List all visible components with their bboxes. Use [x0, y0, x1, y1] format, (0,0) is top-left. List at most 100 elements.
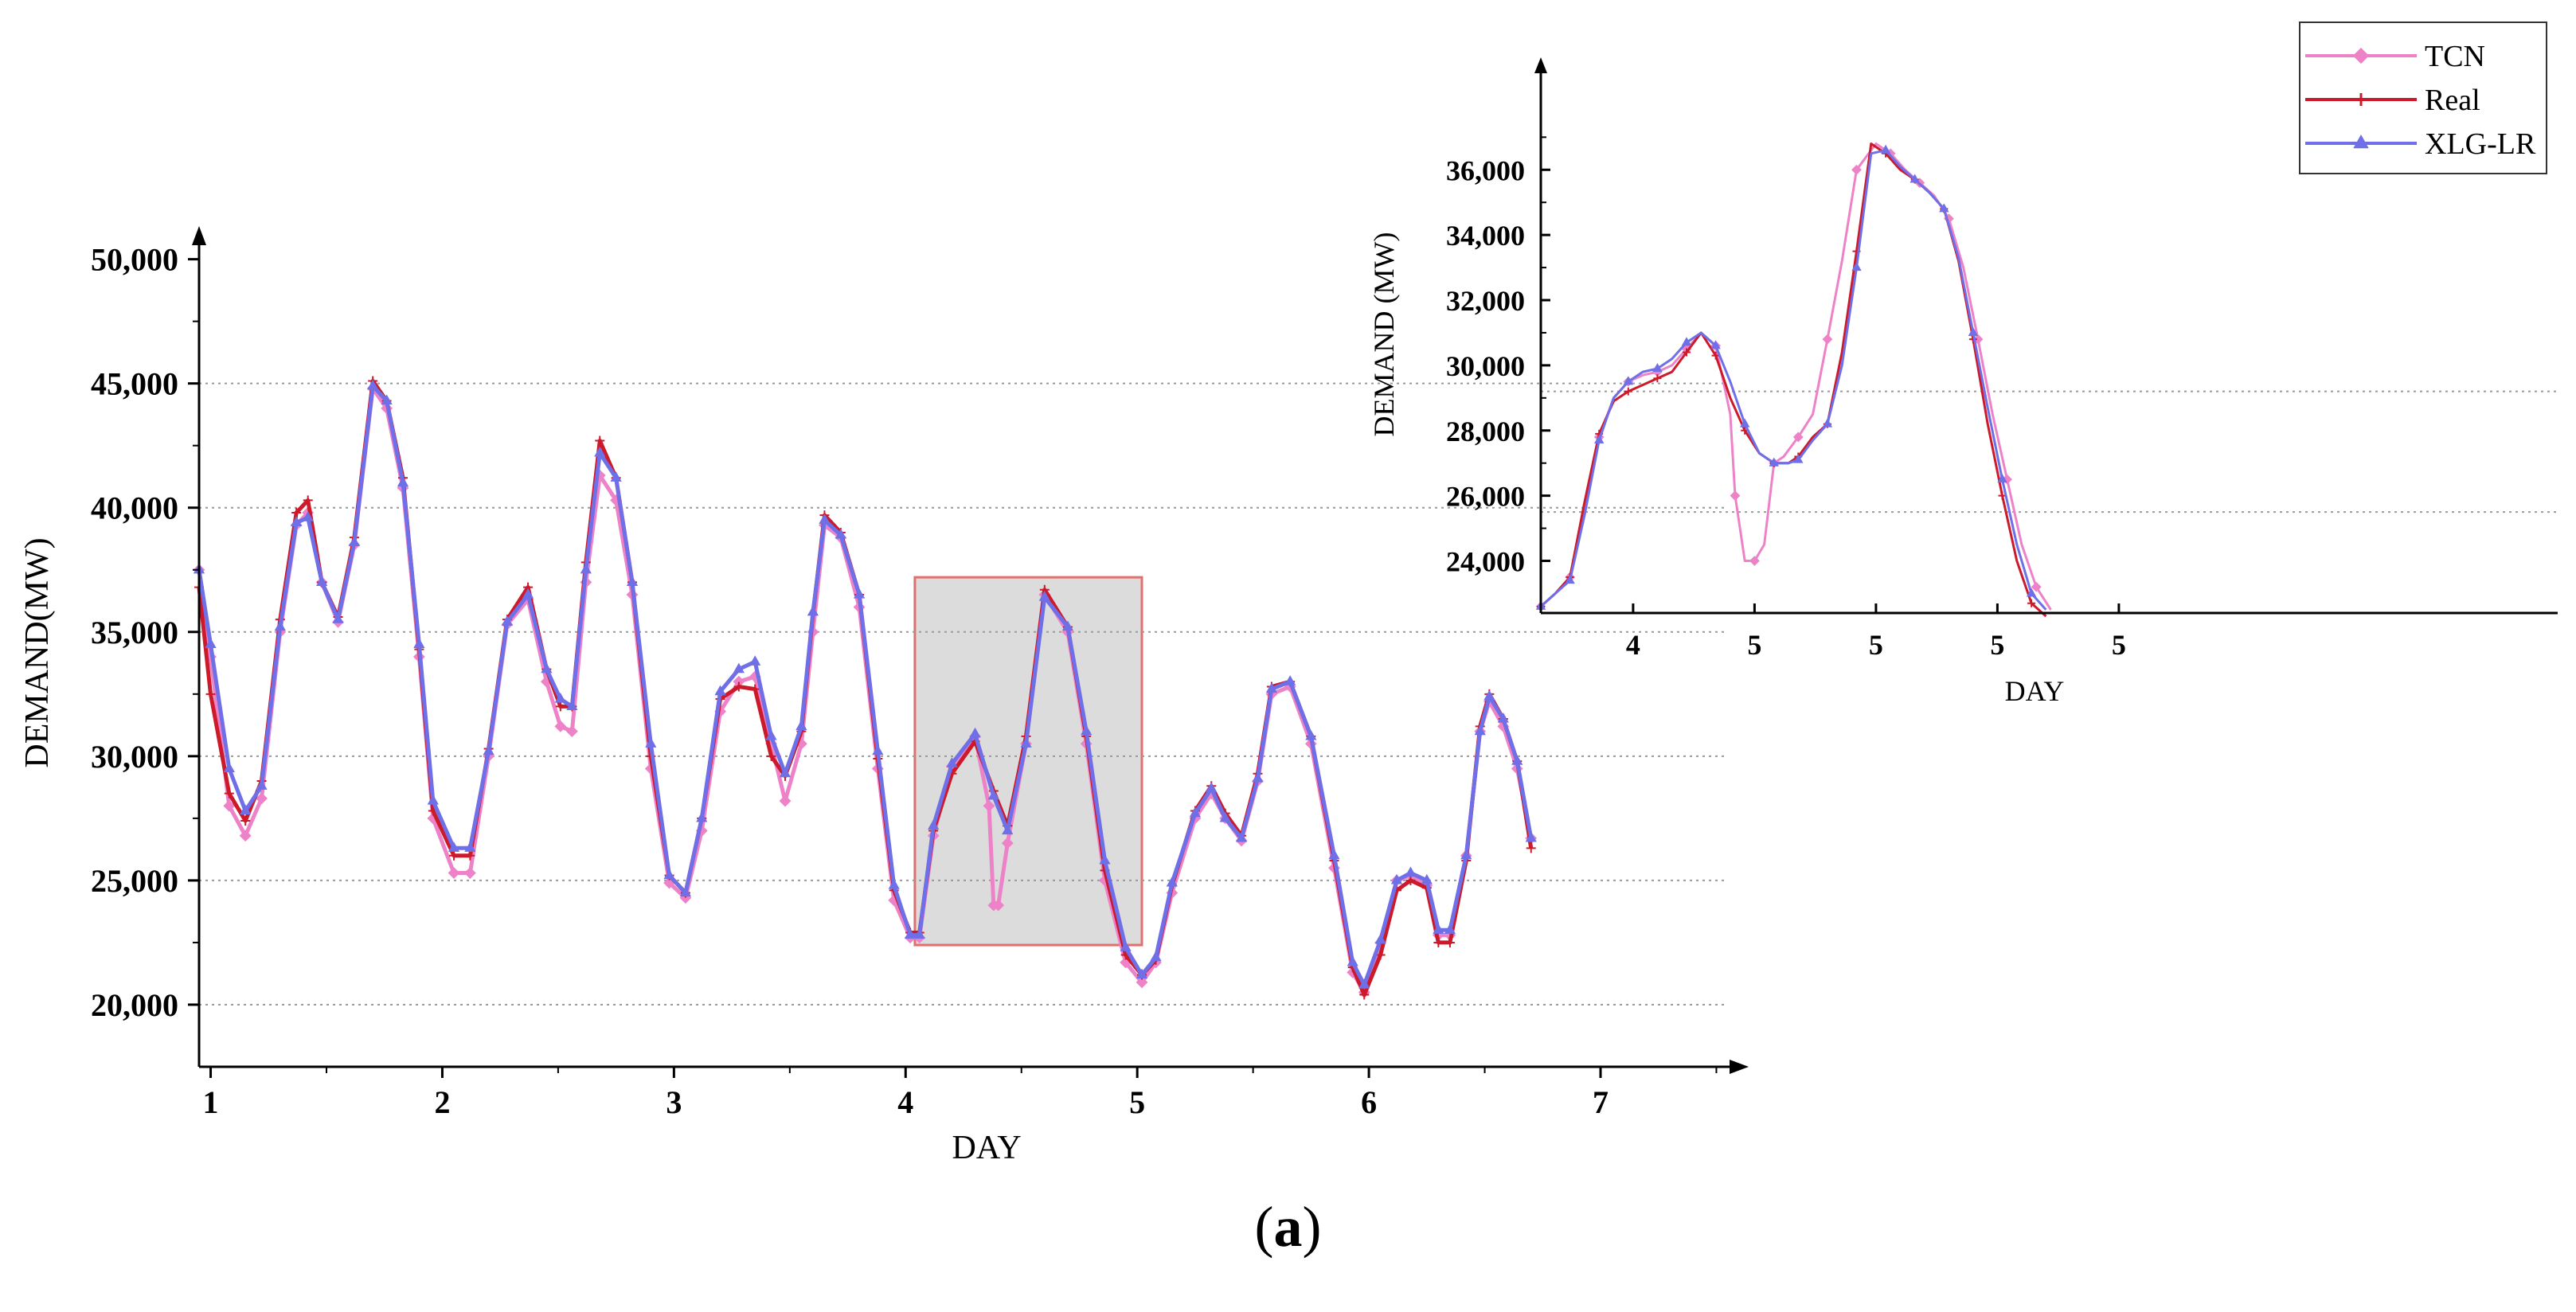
main-point-xlg	[448, 841, 460, 852]
main-y-tick-label: 20,000	[91, 987, 178, 1023]
main-x-tick-label: 2	[434, 1084, 450, 1120]
inset-point-xlg	[1565, 575, 1575, 584]
inset-series-line-tcn	[1539, 143, 2052, 611]
inset-y-tick-label: 36,000	[1446, 154, 1525, 186]
main-point-xlg	[291, 516, 303, 527]
main-point-xlg	[913, 928, 925, 939]
inset-y-tick-label: 34,000	[1446, 220, 1525, 252]
main-grid	[199, 382, 1728, 1005]
main-point-xlg	[1002, 824, 1014, 835]
main-point-xlg	[819, 513, 831, 524]
caption-letter: a	[1273, 1195, 1303, 1259]
main-point-xlg	[1358, 978, 1370, 989]
inset-point-xlg	[1997, 474, 2007, 483]
inset-point-real	[1624, 387, 1632, 396]
main-point-xlg	[1038, 591, 1050, 601]
main-x-tick-label: 1	[203, 1084, 219, 1120]
main-point-xlg	[240, 804, 252, 815]
inset-point-xlg	[2026, 588, 2037, 597]
main-point-tcn	[554, 720, 567, 732]
main-point-xlg	[1433, 923, 1444, 934]
main-x-axis-title: DAY	[952, 1130, 1022, 1166]
main-point-tcn	[983, 799, 995, 812]
main-point-xlg	[367, 379, 379, 390]
main-point-xlg	[256, 779, 268, 790]
main-series-line-tcn	[197, 386, 1534, 994]
main-point-xlg	[733, 662, 745, 674]
main-point-xlg	[807, 605, 819, 616]
main-point-xlg	[483, 744, 494, 756]
main-point-tcn	[448, 867, 460, 879]
main-point-xlg	[1120, 941, 1132, 951]
inset-point-xlg	[1623, 376, 1634, 385]
main-point-xlg	[1460, 849, 1472, 860]
inset-point-xlg	[1652, 362, 1663, 372]
main-point-xlg	[1235, 831, 1248, 842]
main-point-xlg	[1390, 873, 1403, 884]
main-point-xlg	[1206, 782, 1218, 793]
main-point-real	[555, 701, 565, 712]
main-point-xlg	[1405, 866, 1417, 877]
main-point-xlg	[205, 638, 217, 648]
main-point-xlg	[1421, 873, 1433, 884]
main-y-tick-label: 40,000	[91, 490, 178, 526]
main-chart: 20,000 25,000 30,000 35,000 40,000 45,000 50,0…	[19, 226, 1749, 1166]
inset-point-xlg	[1593, 435, 1605, 444]
main-point-xlg	[679, 886, 692, 897]
main-point-real	[733, 681, 744, 692]
main-point-real	[465, 850, 475, 861]
inset-point-tcn	[1730, 490, 1741, 502]
main-point-xlg	[1189, 806, 1202, 818]
inset-y-axis-title: DEMAND (MW)	[1368, 232, 1400, 437]
main-point-xlg	[663, 869, 675, 880]
main-point-xlg	[626, 576, 639, 586]
inset-point-xlg	[1710, 340, 1721, 349]
inset-point-real	[1711, 351, 1720, 360]
legend-marker-real	[2355, 93, 2367, 106]
main-point-real	[205, 689, 216, 699]
main-y-tick-label: 45,000	[91, 366, 178, 402]
main-point-xlg	[501, 615, 514, 626]
main-point-xlg	[779, 767, 792, 778]
main-axes: 20,000 25,000 30,000 35,000 40,000 45,000 50,0…	[91, 226, 1749, 1120]
main-point-real	[1405, 875, 1416, 885]
main-point-xlg	[1150, 951, 1162, 962]
inset-point-xlg	[1822, 418, 1833, 428]
main-point-xlg	[1099, 853, 1111, 865]
caption-close-paren: )	[1302, 1195, 1322, 1259]
inset-series-line-xlg	[1539, 149, 2047, 611]
main-point-xlg	[594, 447, 606, 457]
main-point-tcn	[992, 899, 1005, 912]
main-point-xlg	[554, 693, 566, 703]
inset-point-real	[1653, 374, 1662, 383]
main-point-xlg	[795, 720, 807, 730]
main-point-xlg	[464, 841, 476, 852]
main-point-real	[1444, 937, 1455, 947]
inset-point-xlg	[1880, 144, 1891, 154]
legend-label-tcn: TCN	[2425, 40, 2485, 73]
inset-x-tick-label: 4	[1626, 629, 1640, 661]
main-y-tick-label: 35,000	[91, 615, 178, 650]
inset-point-xlg	[1910, 174, 1920, 183]
main-point-xlg	[397, 476, 409, 487]
inset-x-axis-title: DAY	[2005, 675, 2065, 707]
inset-x-tick-label: 5	[1990, 629, 2004, 661]
inset-y-tick-label: 30,000	[1446, 350, 1525, 382]
main-x-tick-label: 7	[1593, 1084, 1609, 1120]
inset-point-tcn	[2031, 581, 2042, 592]
main-y-tick-label: 30,000	[91, 739, 178, 775]
main-point-xlg	[969, 727, 981, 738]
legend-label-real: Real	[2425, 84, 2480, 117]
inset-x-tick-label: 5	[1747, 629, 1761, 661]
main-point-xlg	[714, 685, 726, 696]
main-point-real	[766, 751, 776, 761]
main-point-xlg	[1474, 724, 1486, 736]
inset-y-tick-label: 24,000	[1446, 546, 1525, 578]
main-point-xlg	[888, 879, 900, 889]
inset-y-tick-label: 26,000	[1446, 481, 1525, 513]
main-point-xlg	[332, 613, 344, 623]
main-point-xlg	[904, 928, 917, 939]
main-point-xlg	[946, 757, 958, 767]
main-point-xlg	[223, 762, 235, 773]
inset-point-xlg	[1739, 418, 1750, 428]
